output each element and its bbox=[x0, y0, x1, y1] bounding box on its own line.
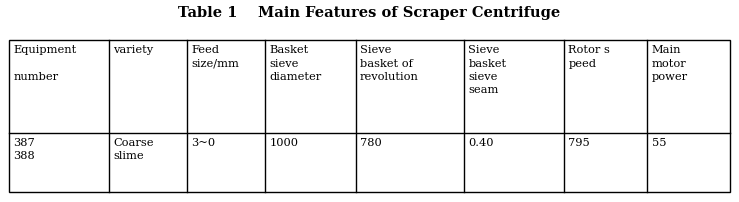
Text: 0.40: 0.40 bbox=[469, 138, 494, 148]
Text: Table 1    Main Features of Scraper Centrifuge: Table 1 Main Features of Scraper Centrif… bbox=[178, 6, 561, 20]
Text: Coarse
slime: Coarse slime bbox=[113, 138, 154, 161]
Text: Equipment

number: Equipment number bbox=[13, 45, 77, 82]
Text: Sieve
basket
sieve
seam: Sieve basket sieve seam bbox=[469, 45, 506, 95]
Text: 55: 55 bbox=[652, 138, 666, 148]
Text: Main
motor
power: Main motor power bbox=[652, 45, 687, 82]
Text: variety: variety bbox=[113, 45, 154, 56]
Text: Basket
sieve
diameter: Basket sieve diameter bbox=[269, 45, 321, 82]
Text: 3~0: 3~0 bbox=[191, 138, 215, 148]
Bar bbox=[9, 40, 730, 192]
Text: 780: 780 bbox=[360, 138, 382, 148]
Text: 1000: 1000 bbox=[269, 138, 299, 148]
Text: Sieve
basket of
revolution: Sieve basket of revolution bbox=[360, 45, 419, 82]
Text: Feed
size/mm: Feed size/mm bbox=[191, 45, 239, 69]
Text: 795: 795 bbox=[568, 138, 590, 148]
Text: 387
388: 387 388 bbox=[13, 138, 35, 161]
Text: Rotor s
peed: Rotor s peed bbox=[568, 45, 610, 69]
